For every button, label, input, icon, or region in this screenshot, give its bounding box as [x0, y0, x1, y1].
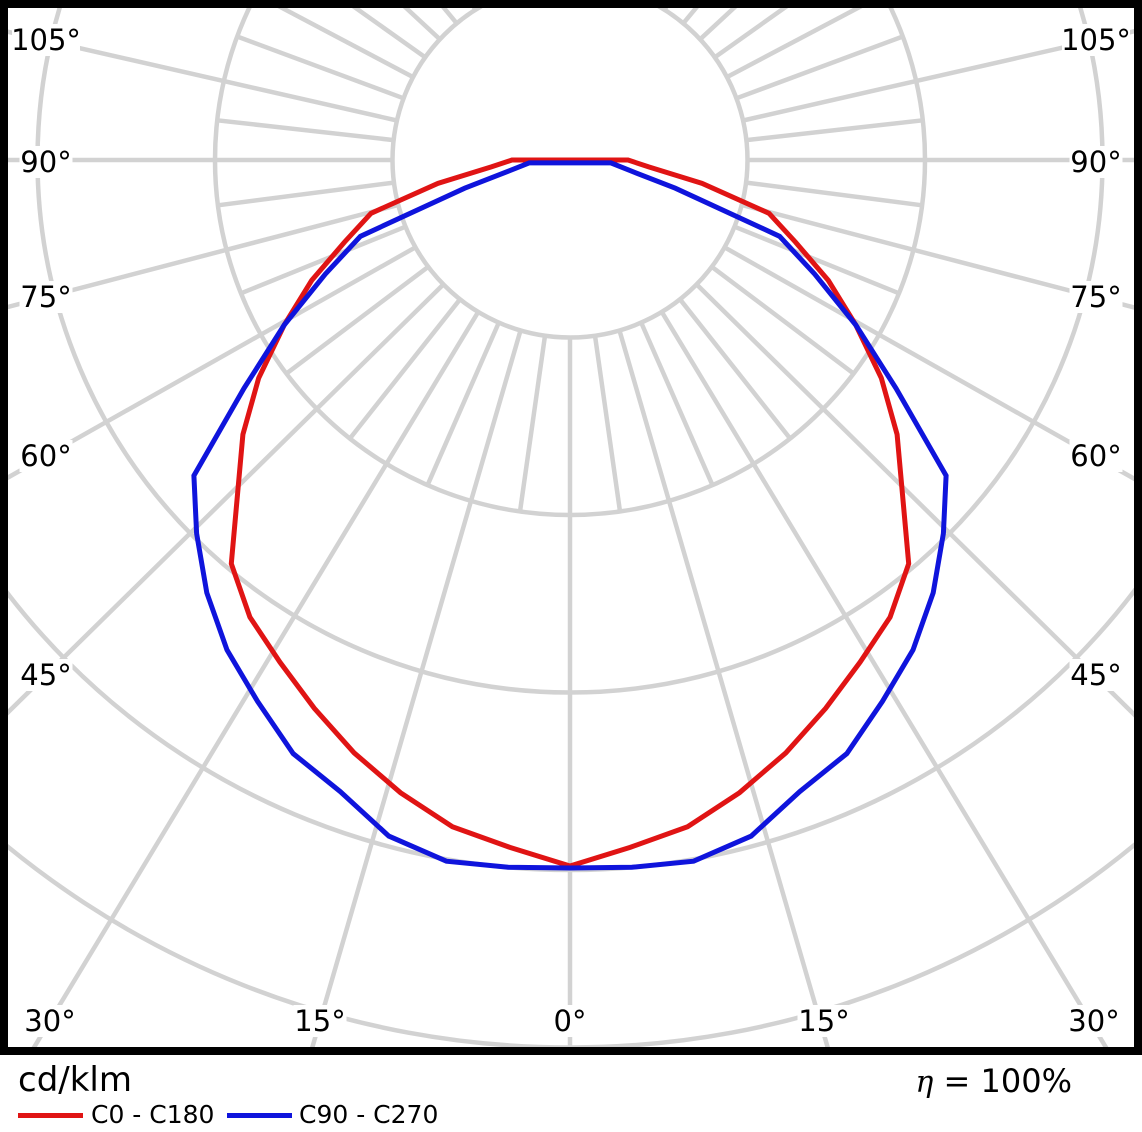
svg-text:105°: 105°: [11, 23, 81, 57]
legend-line-sample-c90-c270: [227, 1113, 292, 1118]
legend-label-c90-c270: C90 - C270: [299, 1100, 439, 1129]
eta-symbol: η: [915, 1065, 934, 1100]
svg-text:30°: 30°: [24, 1004, 75, 1038]
efficiency-label: η = 100%: [915, 1062, 1072, 1100]
svg-text:45°: 45°: [20, 658, 71, 692]
svg-text:45°: 45°: [1070, 658, 1121, 692]
svg-text:90°: 90°: [20, 145, 71, 179]
svg-text:75°: 75°: [20, 280, 71, 314]
radial-units-label: cd/klm: [18, 1060, 132, 1100]
svg-text:105°: 105°: [1061, 23, 1131, 57]
svg-text:60°: 60°: [20, 439, 71, 473]
svg-text:30°: 30°: [1068, 1004, 1119, 1038]
svg-text:90°: 90°: [1070, 145, 1121, 179]
legend-line-sample-c0-c180: [18, 1113, 83, 1118]
legend: C0 - C180 C90 - C270: [0, 1100, 1142, 1132]
svg-text:15°: 15°: [294, 1004, 345, 1038]
eta-value: = 100%: [933, 1062, 1072, 1100]
legend-label-c0-c180: C0 - C180: [91, 1100, 215, 1129]
svg-text:0°: 0°: [554, 1004, 587, 1038]
svg-text:15°: 15°: [798, 1004, 849, 1038]
svg-text:60°: 60°: [1070, 439, 1121, 473]
svg-text:75°: 75°: [1070, 280, 1121, 314]
